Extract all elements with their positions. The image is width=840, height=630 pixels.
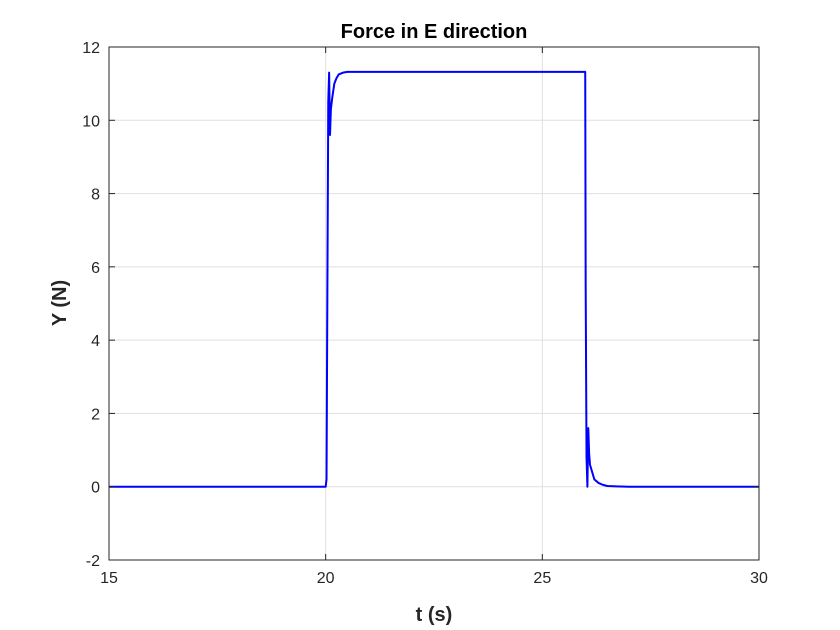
y-tick-label: -2 xyxy=(86,553,100,570)
x-axis-label: t (s) xyxy=(416,604,453,626)
series-line xyxy=(109,70,759,488)
x-tick-label: 30 xyxy=(750,570,768,587)
y-tick-label: 8 xyxy=(91,187,100,204)
y-tick-label: 6 xyxy=(91,260,100,277)
y-tick-label: 4 xyxy=(91,333,100,350)
ticks: 15 20 25 30 -2 0 2 4 6 8 10 12 xyxy=(82,40,768,587)
plot-area-background xyxy=(109,47,759,560)
y-tick-label: 12 xyxy=(82,40,100,57)
x-tick-label: 20 xyxy=(317,570,335,587)
y-tick-label: 0 xyxy=(91,480,100,497)
y-axis-label: Y (N) xyxy=(49,280,71,326)
y-tick-label: 10 xyxy=(82,113,100,130)
x-tick-label: 15 xyxy=(100,570,118,587)
x-tick-label: 25 xyxy=(533,570,551,587)
chart-title: Force in E direction xyxy=(341,21,528,43)
y-tick-label: 2 xyxy=(91,406,100,423)
series-layer xyxy=(109,70,759,488)
plot-area-border xyxy=(108,46,760,561)
